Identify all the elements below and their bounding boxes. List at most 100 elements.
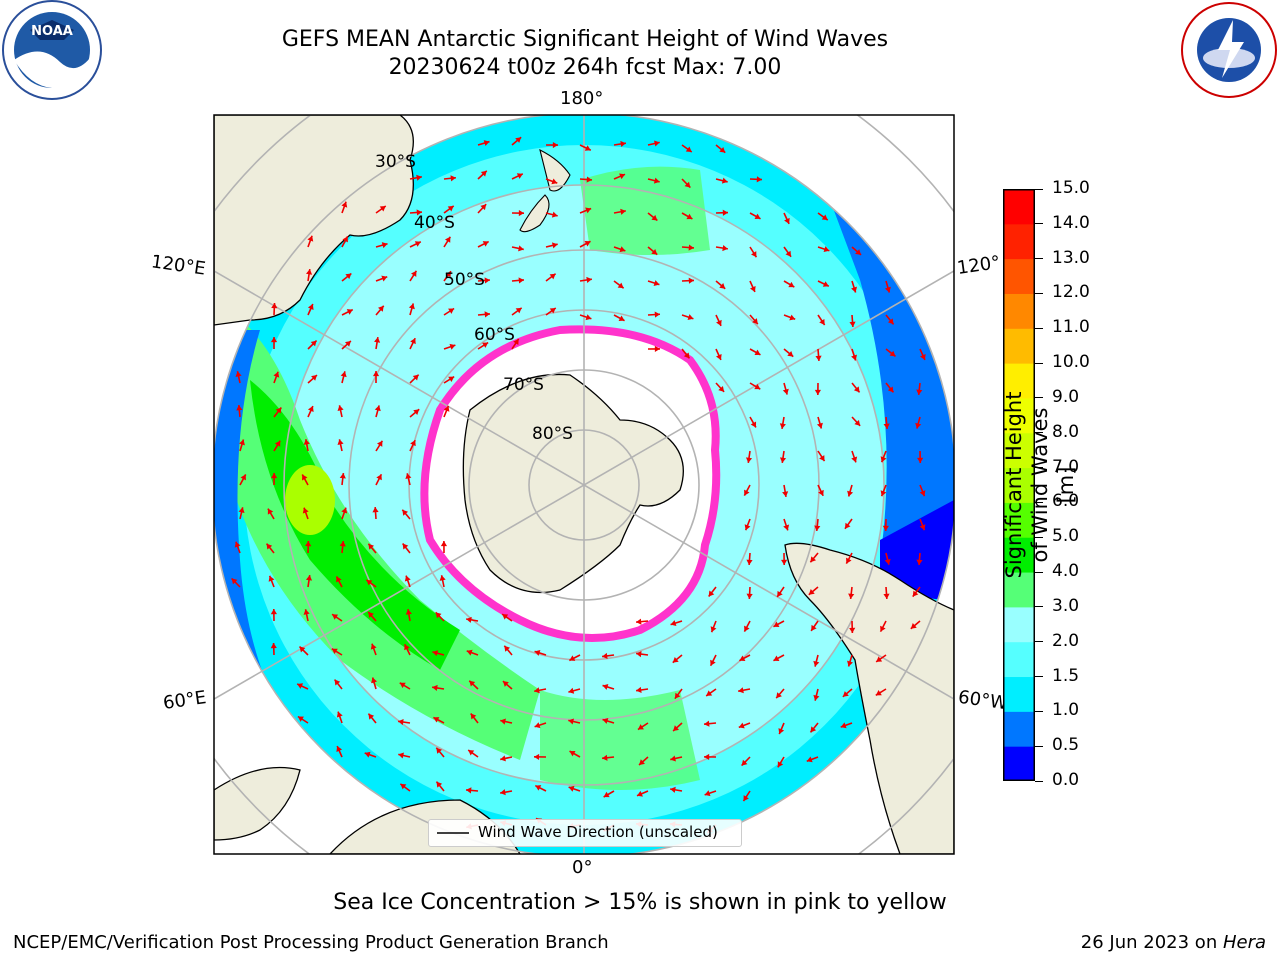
lat-label-60s: 60°S (474, 325, 515, 345)
colorbar-tick-label: 11.0 (1052, 317, 1090, 338)
wave-arrow-head (275, 407, 282, 414)
lat-label-40s: 40°S (414, 213, 455, 233)
wave-arrow-head (745, 457, 753, 463)
wave-arrow-head (585, 314, 592, 321)
colorbar-tick-mark (1035, 606, 1043, 608)
wave-arrow-head (773, 621, 780, 627)
colorbar-band (1003, 189, 1035, 225)
wave-arrow-head (551, 178, 558, 185)
wave-arrow-head (518, 245, 524, 252)
wave-arrow-head (880, 456, 887, 463)
wave-arrow-head (785, 250, 792, 257)
wave-arrow-head (586, 276, 592, 284)
graticule (214, 115, 954, 854)
wave-arrow-head (636, 686, 642, 694)
colorbar-tick-mark (1035, 467, 1043, 469)
wave-arrow-head (303, 609, 310, 615)
wave-arrow-head (297, 683, 304, 689)
wave-arrow-head (842, 691, 849, 697)
wave-arrow-head (754, 383, 761, 390)
colorbar-tick-label: 6.0 (1052, 491, 1080, 512)
colorbar-band (1003, 676, 1035, 712)
wave-arrow-head (448, 308, 455, 314)
wave-arrow-head (844, 522, 851, 529)
wave-arrow-head (310, 340, 317, 347)
colorbar-tick-label: 1.5 (1052, 665, 1080, 686)
colorbar-tick-label: 5.0 (1052, 526, 1080, 547)
lon-label-top: 180° (560, 88, 604, 109)
wave-arrow-head (449, 343, 456, 350)
wave-arrow-head (482, 241, 489, 247)
wave-arrow-head (636, 790, 643, 797)
colorbar-tick-mark (1035, 223, 1043, 225)
wave-arrow-head (398, 752, 404, 759)
wave-arrow-head (339, 473, 346, 479)
wave-arrow-head (887, 318, 894, 325)
wave-arrow-head (410, 338, 416, 345)
wave-arrow-head (345, 340, 351, 347)
colorbar-tick-mark (1035, 292, 1043, 294)
wave-arrow-head (267, 508, 274, 515)
wave-arrow-head (884, 558, 891, 565)
colorbar-tick-label: 12.0 (1052, 282, 1090, 303)
wave-arrow-head (602, 718, 609, 724)
footer-date: 26 Jun 2023 on Hera (1081, 932, 1266, 953)
wave-arrow-head (887, 386, 894, 393)
wave-arrow-head (516, 173, 523, 179)
wave-arrow-head (331, 648, 338, 655)
wave-arrow-head (848, 593, 855, 599)
wave-arrow-head (744, 625, 750, 632)
wave-arrow-head (919, 524, 926, 531)
wave-arrow-head (368, 611, 374, 618)
wave-arrow-head (270, 337, 278, 343)
wave-arrow-head (788, 281, 795, 288)
colorbar-tick-mark (1035, 501, 1043, 503)
wave-arrow-head (299, 646, 306, 653)
wave-arrow-head (341, 201, 348, 208)
wave-arrow-head (653, 280, 660, 287)
wave-arrow-head (372, 371, 380, 377)
wave-arrow-head (337, 439, 344, 445)
wave-arrow-head (466, 649, 473, 656)
wave-arrow-head (654, 345, 660, 353)
map-subtitle: 20230624 t00z 264h fcst Max: 7.00 (388, 55, 782, 80)
wave-arrow-head (381, 242, 388, 249)
wave-arrow-head (584, 241, 591, 247)
wave-arrow-head (345, 273, 352, 280)
wave-arrow-head (919, 490, 926, 497)
wave-arrow-head (552, 141, 558, 149)
wave-arrow-head (480, 170, 487, 177)
wave-arrow-head (779, 457, 787, 463)
colorbar-tick-label: 9.0 (1052, 386, 1080, 407)
wave-arrow-head (751, 251, 757, 258)
wave-arrow-head (436, 781, 443, 788)
wave-arrow-head (240, 474, 246, 481)
wave-arrow-head (819, 319, 825, 325)
wave-arrow-head (500, 755, 506, 762)
wave-arrow-head (414, 241, 421, 247)
wave-arrow-head (340, 371, 347, 378)
wave-arrow-head (534, 722, 541, 729)
nws-logo-icon (1181, 2, 1277, 98)
wave-arrow-head (336, 576, 342, 583)
wave-arrow-head (654, 311, 660, 318)
colorbar-band (1003, 258, 1035, 294)
wave-arrow-head (889, 350, 896, 357)
colorbar-tick-label: 0.5 (1052, 735, 1080, 756)
wave-arrow-head (684, 181, 691, 188)
wave-arrow-head (776, 692, 782, 699)
wave-arrow-head (851, 354, 858, 361)
wave-arrow-head (551, 211, 558, 218)
wave-arrow-head (673, 725, 679, 732)
wave-arrow-head (653, 177, 660, 184)
map-frame (213, 114, 955, 855)
wave-arrow-head (447, 205, 454, 212)
wave-arrow-head (620, 208, 626, 215)
wave-arrow-head (738, 687, 744, 694)
wave-arrow-head (484, 277, 490, 284)
wave-arrow-head (637, 724, 644, 730)
wave-arrow-head (813, 660, 820, 667)
colorbar-band (1003, 502, 1035, 538)
wave-arrow-head (744, 489, 750, 496)
